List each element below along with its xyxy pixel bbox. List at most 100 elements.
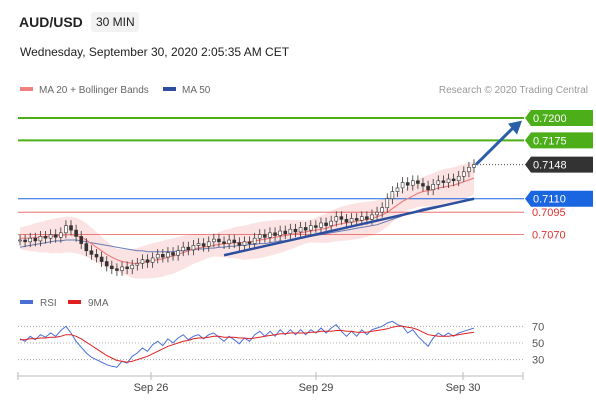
rsi-panel: 70 50 30 xyxy=(18,320,544,368)
price-candle-body xyxy=(84,243,89,252)
price-candle-body xyxy=(64,225,68,234)
price-candle-body xyxy=(400,182,405,189)
price-candle-body xyxy=(293,228,298,233)
price-candle-body xyxy=(79,236,84,244)
price-candle-body xyxy=(140,259,145,264)
datetime-label: Wednesday, September 30, 2020 2:05:35 AM… xyxy=(20,45,290,59)
rsi-tick-label: 70 xyxy=(532,321,544,333)
price-candle-body xyxy=(166,252,170,258)
level-label: 0.7095 xyxy=(532,207,566,219)
rsi-tick-label: 50 xyxy=(532,338,544,350)
price-candle-body xyxy=(273,232,277,236)
level-lines-layer xyxy=(18,116,524,236)
price-candle-body xyxy=(171,252,175,256)
timeframe-badge xyxy=(91,12,139,32)
price-candle-body xyxy=(217,238,221,243)
price-candle-body xyxy=(395,187,400,192)
price-candle-body xyxy=(416,180,420,184)
price-candle-body xyxy=(23,239,27,243)
price-candle-body xyxy=(303,227,308,231)
x-axis-tick-label: Sep 26 xyxy=(134,382,169,394)
price-candle-body xyxy=(196,243,201,246)
price-candle-body xyxy=(201,243,206,247)
price-candle-body xyxy=(308,225,313,231)
legend-label-ma50: MA 50 xyxy=(182,85,211,96)
price-candle-body xyxy=(89,250,94,255)
price-candle-body xyxy=(461,171,466,177)
uptrend-line xyxy=(223,197,475,257)
level-label: 0.7200 xyxy=(533,113,567,125)
price-candle-body xyxy=(268,232,272,238)
price-candle-body xyxy=(33,237,38,242)
price-candle-body xyxy=(28,237,33,243)
price-candle-body xyxy=(324,222,328,226)
symbol-title: AUD/USD xyxy=(19,14,83,30)
price-candle-body xyxy=(110,265,114,270)
price-candle-body xyxy=(252,237,257,244)
price-candle-body xyxy=(232,239,237,243)
legend-label-9ma: 9MA xyxy=(88,298,109,309)
ma20-line xyxy=(20,177,475,264)
projection-arrow-shaft xyxy=(474,125,516,166)
ma50-line xyxy=(19,199,475,253)
price-candle-body xyxy=(344,219,349,223)
rsi-tick-label: 30 xyxy=(532,355,544,367)
legend-label-ma20: MA 20 + Bollinger Bands xyxy=(39,85,149,96)
price-candle-body xyxy=(298,227,303,233)
level-label: 0.7175 xyxy=(533,135,567,147)
price-candle-body xyxy=(375,211,379,216)
price-candle-body xyxy=(150,257,155,263)
level-label-box xyxy=(525,190,593,207)
price-candle-body xyxy=(38,236,43,242)
price-candle-body xyxy=(115,268,119,271)
price-candle-body xyxy=(94,254,99,258)
level-label: 0.7070 xyxy=(532,230,566,242)
price-candle-body xyxy=(104,261,109,267)
price-candle-body xyxy=(257,234,262,239)
price-candle-body xyxy=(431,184,435,191)
bollinger-band xyxy=(20,161,474,279)
price-candle-body xyxy=(176,250,180,256)
price-candle-body xyxy=(125,266,129,270)
price-candle-body xyxy=(222,241,226,244)
price-candle-body xyxy=(370,214,374,220)
price-candle-body xyxy=(186,246,191,251)
price-candle-body xyxy=(247,241,252,244)
price-candle-body xyxy=(365,216,369,220)
price-candle-body xyxy=(161,254,165,258)
level-label-box xyxy=(525,109,593,126)
price-candle-body xyxy=(349,218,354,223)
legend-swatch-9ma xyxy=(68,300,81,304)
price-candle-body xyxy=(263,234,267,238)
price-candle-body xyxy=(319,222,323,228)
legend-label-rsi: RSI xyxy=(40,298,57,309)
price-candle-body xyxy=(18,239,22,242)
projection-arrow-head xyxy=(508,120,522,135)
price-candle-body xyxy=(426,185,430,191)
price-candle-body xyxy=(446,178,451,183)
legend-swatch-ma50 xyxy=(163,87,176,91)
price-candle-body xyxy=(334,216,339,222)
price-series-layer xyxy=(18,159,476,276)
trend-lines-layer xyxy=(223,120,522,257)
price-candle-body xyxy=(436,180,441,185)
rsi-line xyxy=(19,320,475,368)
price-candle-body xyxy=(456,175,461,182)
price-candle-body xyxy=(283,230,288,235)
level-label-box xyxy=(525,156,593,173)
price-candle-body xyxy=(380,207,384,213)
price-candle-body xyxy=(467,167,471,173)
price-candle-body xyxy=(227,239,231,244)
legend-swatch-rsi xyxy=(20,300,33,304)
price-candle-body xyxy=(385,198,390,208)
price-candle-body xyxy=(99,256,104,262)
price-candle-body xyxy=(472,164,476,168)
price-candle-body xyxy=(59,232,63,238)
price-candle-body xyxy=(451,178,456,182)
x-axis: Sep 26 Sep 29 Sep 30 xyxy=(17,372,524,394)
level-label: 0.7148 xyxy=(533,160,567,172)
price-candle-body xyxy=(405,182,410,186)
price-candle-body xyxy=(206,241,211,247)
price-candle-body xyxy=(53,234,58,238)
